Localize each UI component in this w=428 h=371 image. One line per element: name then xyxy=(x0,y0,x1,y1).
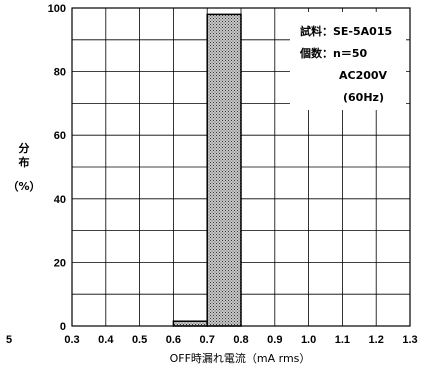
left-cut-tick-label: 5 xyxy=(6,334,12,346)
x-tick-label: 0.3 xyxy=(64,334,79,346)
y-tick-label: 40 xyxy=(54,194,66,206)
histogram-bar xyxy=(207,14,241,326)
x-tick-label: 0.8 xyxy=(233,334,248,346)
x-tick-label: 1.1 xyxy=(335,334,350,346)
y-axis-label-line-1: 分 xyxy=(19,141,30,155)
x-axis-label: OFF時漏れ電流（mA rms） xyxy=(170,351,311,365)
x-tick-labels: 0.3 0.4 0.5 0.6 0.7 0.8 0.9 1.0 1.1 1.2 1.3 xyxy=(64,334,417,346)
y-axis-label-line-2: 布 xyxy=(19,155,30,169)
x-tick-label: 1.0 xyxy=(301,334,316,346)
x-tick-label: 0.5 xyxy=(132,334,147,346)
histogram-bar xyxy=(173,321,207,326)
y-tick-label: 100 xyxy=(48,3,66,15)
y-tick-label: 80 xyxy=(54,67,66,79)
y-axis-label-line-3: （%） xyxy=(7,180,40,193)
x-tick-label: 0.7 xyxy=(200,334,215,346)
annotation-sample: 試料：SE-5A015 xyxy=(300,24,392,38)
y-tick-labels: 0 20 40 60 80 100 xyxy=(48,3,66,333)
y-tick-label: 60 xyxy=(54,130,66,142)
y-tick-label: 0 xyxy=(60,321,66,333)
x-tick-label: 1.3 xyxy=(402,334,417,346)
annotation-frequency: (60Hz) xyxy=(343,91,384,104)
annotation-voltage: AC200V xyxy=(339,69,388,82)
x-tick-label: 1.2 xyxy=(369,334,384,346)
bars-group xyxy=(173,14,241,326)
y-tick-label: 20 xyxy=(54,257,66,269)
x-tick-label: 0.9 xyxy=(267,334,282,346)
annotation-count: 個数：n＝50 xyxy=(299,46,367,60)
x-tick-label: 0.6 xyxy=(166,334,181,346)
x-tick-label: 0.4 xyxy=(98,334,114,346)
